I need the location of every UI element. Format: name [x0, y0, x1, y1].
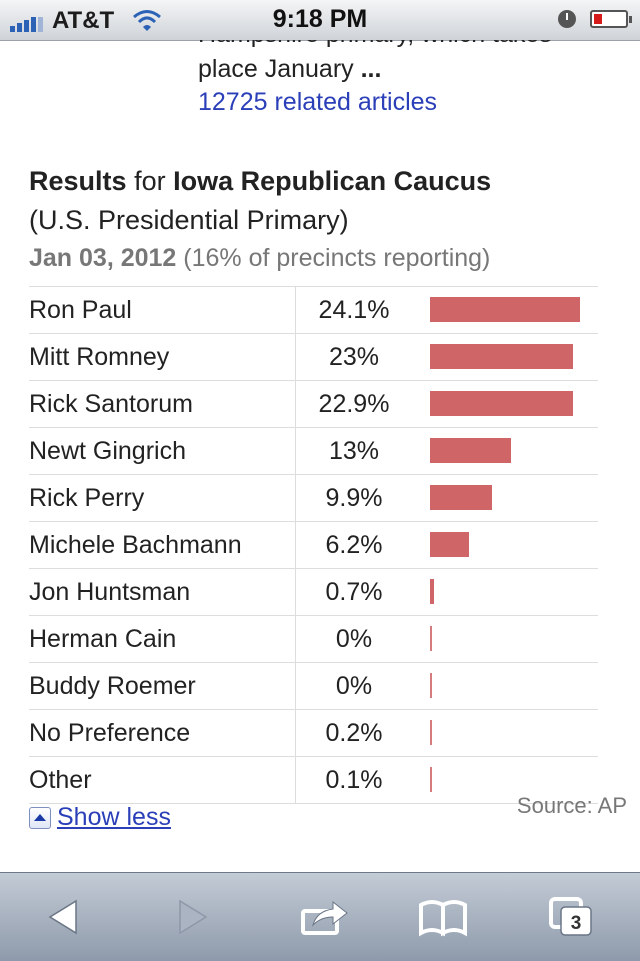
candidate-percent: 0% [335, 672, 373, 700]
candidate-percent: 0% [335, 625, 373, 653]
column-divider [295, 710, 296, 756]
browser-toolbar: 3 [0, 872, 640, 961]
candidate-name: Mitt Romney [29, 343, 170, 371]
candidate-name: Other [29, 766, 92, 794]
results-date-line: Jan 03, 2012 (16% of precincts reporting… [29, 244, 490, 273]
column-divider [295, 428, 296, 474]
candidate-bar [430, 626, 432, 651]
status-time: 9:18 PM [272, 5, 368, 33]
column-divider [295, 287, 296, 333]
column-divider [295, 475, 296, 521]
forward-button[interactable] [142, 873, 242, 961]
results-title-prefix: Results [29, 166, 127, 196]
candidate-name: Herman Cain [29, 625, 177, 653]
candidate-row: Buddy Roemer 0% [29, 663, 598, 710]
candidate-name: Ron Paul [29, 296, 132, 324]
status-bar: AT&T 9:18 PM [0, 0, 640, 41]
show-less-link[interactable]: Show less [29, 803, 171, 832]
column-divider [295, 663, 296, 709]
candidate-row: Newt Gingrich 13% [29, 428, 598, 475]
battery-icon [590, 10, 632, 28]
signal-strength-icon [10, 14, 45, 32]
candidate-name: Rick Santorum [29, 390, 193, 418]
column-divider [295, 522, 296, 568]
candidate-bar [430, 532, 469, 557]
candidate-name: Jon Huntsman [29, 578, 191, 606]
column-divider [295, 381, 296, 427]
candidate-percent: 0.7% [325, 578, 383, 606]
results-table: Ron Paul 24.1% Mitt Romney 23% Rick Santorum… [29, 286, 598, 804]
back-button[interactable] [14, 873, 114, 961]
results-reporting: (16% of precincts reporting) [183, 244, 491, 272]
candidate-bar [430, 297, 580, 322]
bookmarks-icon[interactable] [417, 897, 469, 937]
candidate-percent: 13% [328, 437, 380, 465]
candidate-bar [430, 579, 434, 604]
candidate-percent: 23% [328, 343, 380, 371]
snippet-text: place January ... [198, 55, 381, 84]
column-divider [295, 616, 296, 662]
candidate-row: Mitt Romney 23% [29, 334, 598, 381]
candidate-percent: 6.2% [325, 531, 383, 559]
candidate-name: Rick Perry [29, 484, 145, 512]
column-divider [295, 334, 296, 380]
candidate-bar [430, 673, 432, 698]
candidate-percent: 24.1% [318, 296, 390, 324]
results-date: Jan 03, 2012 [29, 244, 177, 272]
forward-icon[interactable] [172, 897, 212, 937]
candidate-name: Michele Bachmann [29, 531, 242, 559]
results-title-for: for [134, 166, 166, 196]
candidate-row: No Preference 0.2% [29, 710, 598, 757]
candidate-bar [430, 391, 573, 416]
candidate-row: Rick Perry 9.9% [29, 475, 598, 522]
candidate-percent: 0.2% [325, 719, 383, 747]
results-title: Results for Iowa Republican Caucus [29, 166, 491, 197]
candidate-bar [430, 767, 432, 792]
snippet-ellipsis: ... [360, 55, 382, 83]
tabs-icon[interactable]: 3 [547, 895, 597, 939]
candidate-bar [430, 485, 492, 510]
share-icon[interactable] [299, 897, 351, 937]
tabs-button[interactable]: 3 [522, 873, 622, 961]
candidate-bar [430, 720, 432, 745]
bookmarks-button[interactable] [393, 873, 493, 961]
candidate-name: No Preference [29, 719, 191, 747]
snippet-prefix: place January [198, 55, 354, 83]
column-divider [295, 757, 296, 803]
tabs-count[interactable]: 3 [571, 913, 582, 934]
column-divider [295, 569, 296, 615]
candidate-percent: 0.1% [325, 766, 383, 794]
results-title-event: Iowa Republican Caucus [173, 166, 492, 196]
collapse-arrow-icon[interactable] [29, 807, 51, 830]
snippet-truncated-line: Hampshire primary, which takes [198, 40, 552, 49]
candidate-percent: 22.9% [318, 390, 390, 418]
candidate-row: Ron Paul 24.1% [29, 286, 598, 334]
article-snippet: Hampshire primary, which takes place Jan… [198, 40, 618, 120]
candidate-name: Buddy Roemer [29, 672, 196, 700]
candidate-row: Other 0.1% [29, 757, 598, 804]
results-subtitle: (U.S. Presidential Primary) [29, 205, 349, 235]
wifi-icon [133, 10, 161, 31]
candidate-row: Herman Cain 0% [29, 616, 598, 663]
candidate-percent: 9.9% [325, 484, 383, 512]
back-icon[interactable] [44, 897, 84, 937]
share-button[interactable] [275, 873, 375, 961]
candidate-bar [430, 438, 511, 463]
show-less-label[interactable]: Show less [57, 803, 171, 831]
candidate-bar [430, 344, 573, 369]
carrier-name: AT&T [52, 7, 115, 34]
related-articles-link[interactable]: 12725 related articles [198, 88, 438, 116]
candidate-row: Jon Huntsman 0.7% [29, 569, 598, 616]
candidate-row: Rick Santorum 22.9% [29, 381, 598, 428]
candidate-row: Michele Bachmann 6.2% [29, 522, 598, 569]
orientation-lock-icon [558, 10, 576, 28]
source-credit: Source: AP [516, 793, 627, 818]
candidate-name: Newt Gingrich [29, 437, 186, 465]
